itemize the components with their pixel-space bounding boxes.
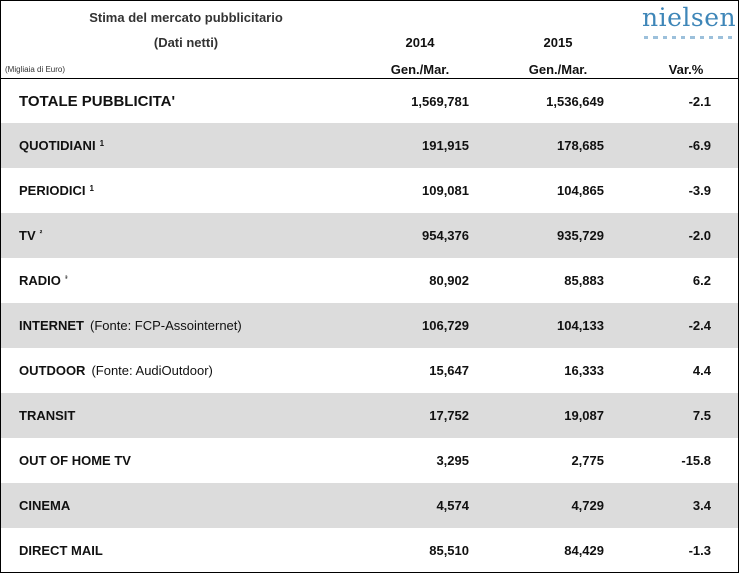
period-2014-header: Gen./Mar. xyxy=(390,62,450,77)
medium-name: TRANSIT xyxy=(19,408,76,423)
value-2015: 178,685 xyxy=(557,138,604,153)
period-2015-header: Gen./Mar. xyxy=(528,62,588,77)
value-2015: 84,429 xyxy=(564,543,604,558)
value-2015: 104,865 xyxy=(557,183,604,198)
table-subtitle: (Dati netti) xyxy=(153,35,219,50)
value-2014: 3,295 xyxy=(436,453,469,468)
row-label: OUTDOOR (Fonte: AudiOutdoor) xyxy=(19,348,213,393)
source-note: (Fonte: AudiOutdoor) xyxy=(91,363,213,378)
medium-name: OUTDOOR xyxy=(19,363,86,378)
variation-value: -15.8 xyxy=(681,453,711,468)
value-2014: 85,510 xyxy=(429,543,469,558)
variation-header: Var.% xyxy=(668,62,704,77)
value-2014: 80,902 xyxy=(429,273,469,288)
nielsen-logo: nielsen xyxy=(642,3,737,43)
variation-value: 7.5 xyxy=(692,408,711,423)
value-2015: 104,133 xyxy=(557,318,604,333)
footnote-marker: ³ xyxy=(64,274,68,283)
value-2015: 16,333 xyxy=(564,363,604,378)
value-2014: 954,376 xyxy=(422,228,469,243)
footnote-marker: 1 xyxy=(99,139,105,148)
logo-wordmark: nielsen xyxy=(642,3,737,32)
value-2015: 1,536,649 xyxy=(546,93,604,109)
variation-value: 6.2 xyxy=(692,273,711,288)
row-label: INTERNET (Fonte: FCP-Assointernet) xyxy=(19,303,242,348)
total-row: TOTALE PUBBLICITA' 1,569,781 1,536,649 -2.1 xyxy=(1,79,738,123)
footnote-marker: 1 xyxy=(89,184,94,193)
year-2014-header: 2014 xyxy=(405,35,435,50)
variation-value: 4.4 xyxy=(692,363,711,378)
medium-name: PERIODICI xyxy=(19,183,86,198)
value-2015: 2,775 xyxy=(571,453,604,468)
footnote-marker: ² xyxy=(39,229,43,238)
table-body: TOTALE PUBBLICITA' 1,569,781 1,536,649 -2.1… xyxy=(1,79,738,573)
row-label: QUOTIDIANI 1 xyxy=(19,123,104,168)
unit-label: (Migliaia di Euro) xyxy=(5,65,66,74)
row-label: CINEMA xyxy=(19,483,70,528)
table-header: Stima del mercato pubblicitario (Dati ne… xyxy=(1,1,738,79)
logo-dots xyxy=(642,36,732,39)
medium-name: TV xyxy=(19,228,36,243)
value-2015: 4,729 xyxy=(571,498,604,513)
variation-value: -3.9 xyxy=(688,183,711,198)
value-2015: 935,729 xyxy=(557,228,604,243)
table-row: TRANSIT 17,752 19,087 7.5 xyxy=(1,393,738,438)
row-label: TOTALE PUBBLICITA' xyxy=(19,79,175,123)
row-label: DIRECT MAIL xyxy=(19,528,103,573)
medium-name: CINEMA xyxy=(19,498,71,513)
table-row: DIRECT MAIL 85,510 84,429 -1.3 xyxy=(1,528,738,573)
value-2014: 1,569,781 xyxy=(411,93,469,109)
variation-value: 3.4 xyxy=(692,498,711,513)
variation-value: -2.4 xyxy=(688,318,711,333)
variation-value: -1.3 xyxy=(688,543,711,558)
table-row: OUT OF HOME TV 3,295 2,775 -15.8 xyxy=(1,438,738,483)
variation-value: -2.0 xyxy=(688,228,711,243)
row-label: RADIO ³ xyxy=(19,258,68,303)
table-row: CINEMA 4,574 4,729 3.4 xyxy=(1,483,738,528)
table-row: PERIODICI 1 109,081 104,865 -3.9 xyxy=(1,168,738,213)
value-2014: 17,752 xyxy=(429,408,469,423)
table-row: OUTDOOR (Fonte: AudiOutdoor) 15,647 16,333 4… xyxy=(1,348,738,393)
row-label: PERIODICI 1 xyxy=(19,168,94,213)
medium-name: TOTALE PUBBLICITA' xyxy=(19,92,176,110)
medium-name: DIRECT MAIL xyxy=(19,543,103,558)
table-title: Stima del mercato pubblicitario xyxy=(89,10,283,25)
table-row: QUOTIDIANI 1 191,915 178,685 -6.9 xyxy=(1,123,738,168)
medium-name: INTERNET xyxy=(19,318,84,333)
medium-name: RADIO xyxy=(19,273,61,288)
source-note: (Fonte: FCP-Assointernet) xyxy=(90,318,242,333)
row-label: OUT OF HOME TV xyxy=(19,438,131,483)
value-2014: 191,915 xyxy=(422,138,469,153)
variation-value: -2.1 xyxy=(688,93,711,109)
medium-name: OUT OF HOME TV xyxy=(19,453,131,468)
medium-name: QUOTIDIANI xyxy=(19,138,96,153)
table-row: INTERNET (Fonte: FCP-Assointernet) 106,729… xyxy=(1,303,738,348)
row-label: TV ² xyxy=(19,213,42,258)
value-2014: 15,647 xyxy=(429,363,469,378)
value-2015: 19,087 xyxy=(564,408,604,423)
table-row: TV ² 954,376 935,729 -2.0 xyxy=(1,213,738,258)
year-2015-header: 2015 xyxy=(543,35,573,50)
variation-value: -6.9 xyxy=(688,138,711,153)
table-row: RADIO ³ 80,902 85,883 6.2 xyxy=(1,258,738,303)
row-label: TRANSIT xyxy=(19,393,75,438)
value-2014: 106,729 xyxy=(422,318,469,333)
value-2014: 4,574 xyxy=(436,498,469,513)
value-2014: 109,081 xyxy=(422,183,469,198)
value-2015: 85,883 xyxy=(564,273,604,288)
